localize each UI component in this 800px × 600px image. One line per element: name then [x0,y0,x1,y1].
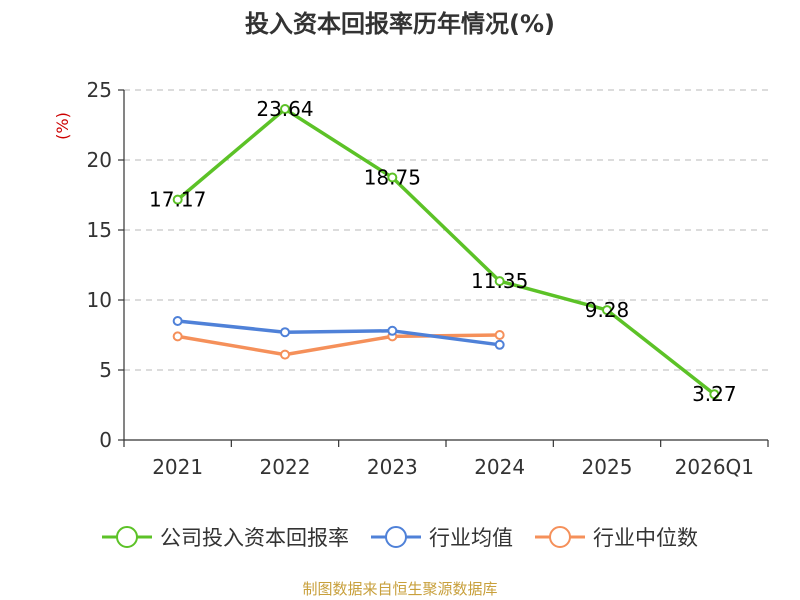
chart-title: 投入资本回报率历年情况(%) [245,10,555,38]
data-label-2022: 23.64 [256,97,313,121]
data-label-2025: 9.28 [585,298,630,322]
data-label-layer: 17.17 23.64 18.75 11.35 9.28 3.27 [149,97,737,406]
data-label-2024: 11.35 [471,269,528,293]
x-tick-label-2021: 2021 [152,455,203,479]
y-tick-label: 15 [87,218,112,242]
data-label-2023: 18.75 [364,166,421,190]
series-1-point-2022 [280,327,290,338]
series-line-0 [176,107,716,396]
legend-item-2[interactable]: 行业中位数 [535,526,698,550]
y-tick-label: 0 [99,428,112,452]
legend: 公司投入资本回报率 行业均值 行业中位数 [102,526,698,550]
y-tick-label: 25 [87,78,112,102]
series-0-point-2022 [280,104,290,115]
y-tick-label: 20 [87,148,112,172]
data-label-2021: 17.17 [149,188,206,212]
legend-item-1[interactable]: 行业均值 [371,526,513,550]
legend-label: 行业均值 [429,526,513,550]
series-line-1 [177,319,500,347]
legend-marker [116,526,138,548]
series-line-2 [177,333,500,357]
x-tick-label-2026Q1: 2026Q1 [675,455,754,479]
series-1-point-2021 [172,316,183,326]
series-0-point-2025 [602,305,612,316]
legend-label: 行业中位数 [593,526,698,550]
y-axis-label: (%) [53,112,72,140]
y-tick-label: 10 [87,288,112,312]
data-label-2026Q1: 3.27 [692,382,737,406]
series-0-point-2024 [494,276,505,287]
legend-marker [385,526,407,548]
series-2-point-2021 [172,331,183,342]
series-0-point-2021 [172,194,183,205]
y-tick-label: 5 [99,358,112,382]
x-tick-label-2024: 2024 [474,455,525,479]
series-1-point-2023 [387,325,398,336]
series-2-point-2024 [494,330,505,340]
legend-item-0[interactable]: 公司投入资本回报率 [102,526,349,550]
series-0-point-2026Q1 [709,389,720,400]
series-2-point-2022 [280,349,290,360]
legend-marker [549,526,571,548]
x-tick-label-2025: 2025 [582,455,633,479]
series-0-point-2023 [387,172,398,183]
x-tick-label-2023: 2023 [367,455,418,479]
legend-label: 公司投入资本回报率 [160,526,349,550]
series-layer [172,104,720,400]
series-1-point-2024 [494,339,505,350]
x-tick-label-2022: 2022 [260,455,311,479]
source-note: 制图数据来自恒生聚源数据库 [302,580,497,598]
